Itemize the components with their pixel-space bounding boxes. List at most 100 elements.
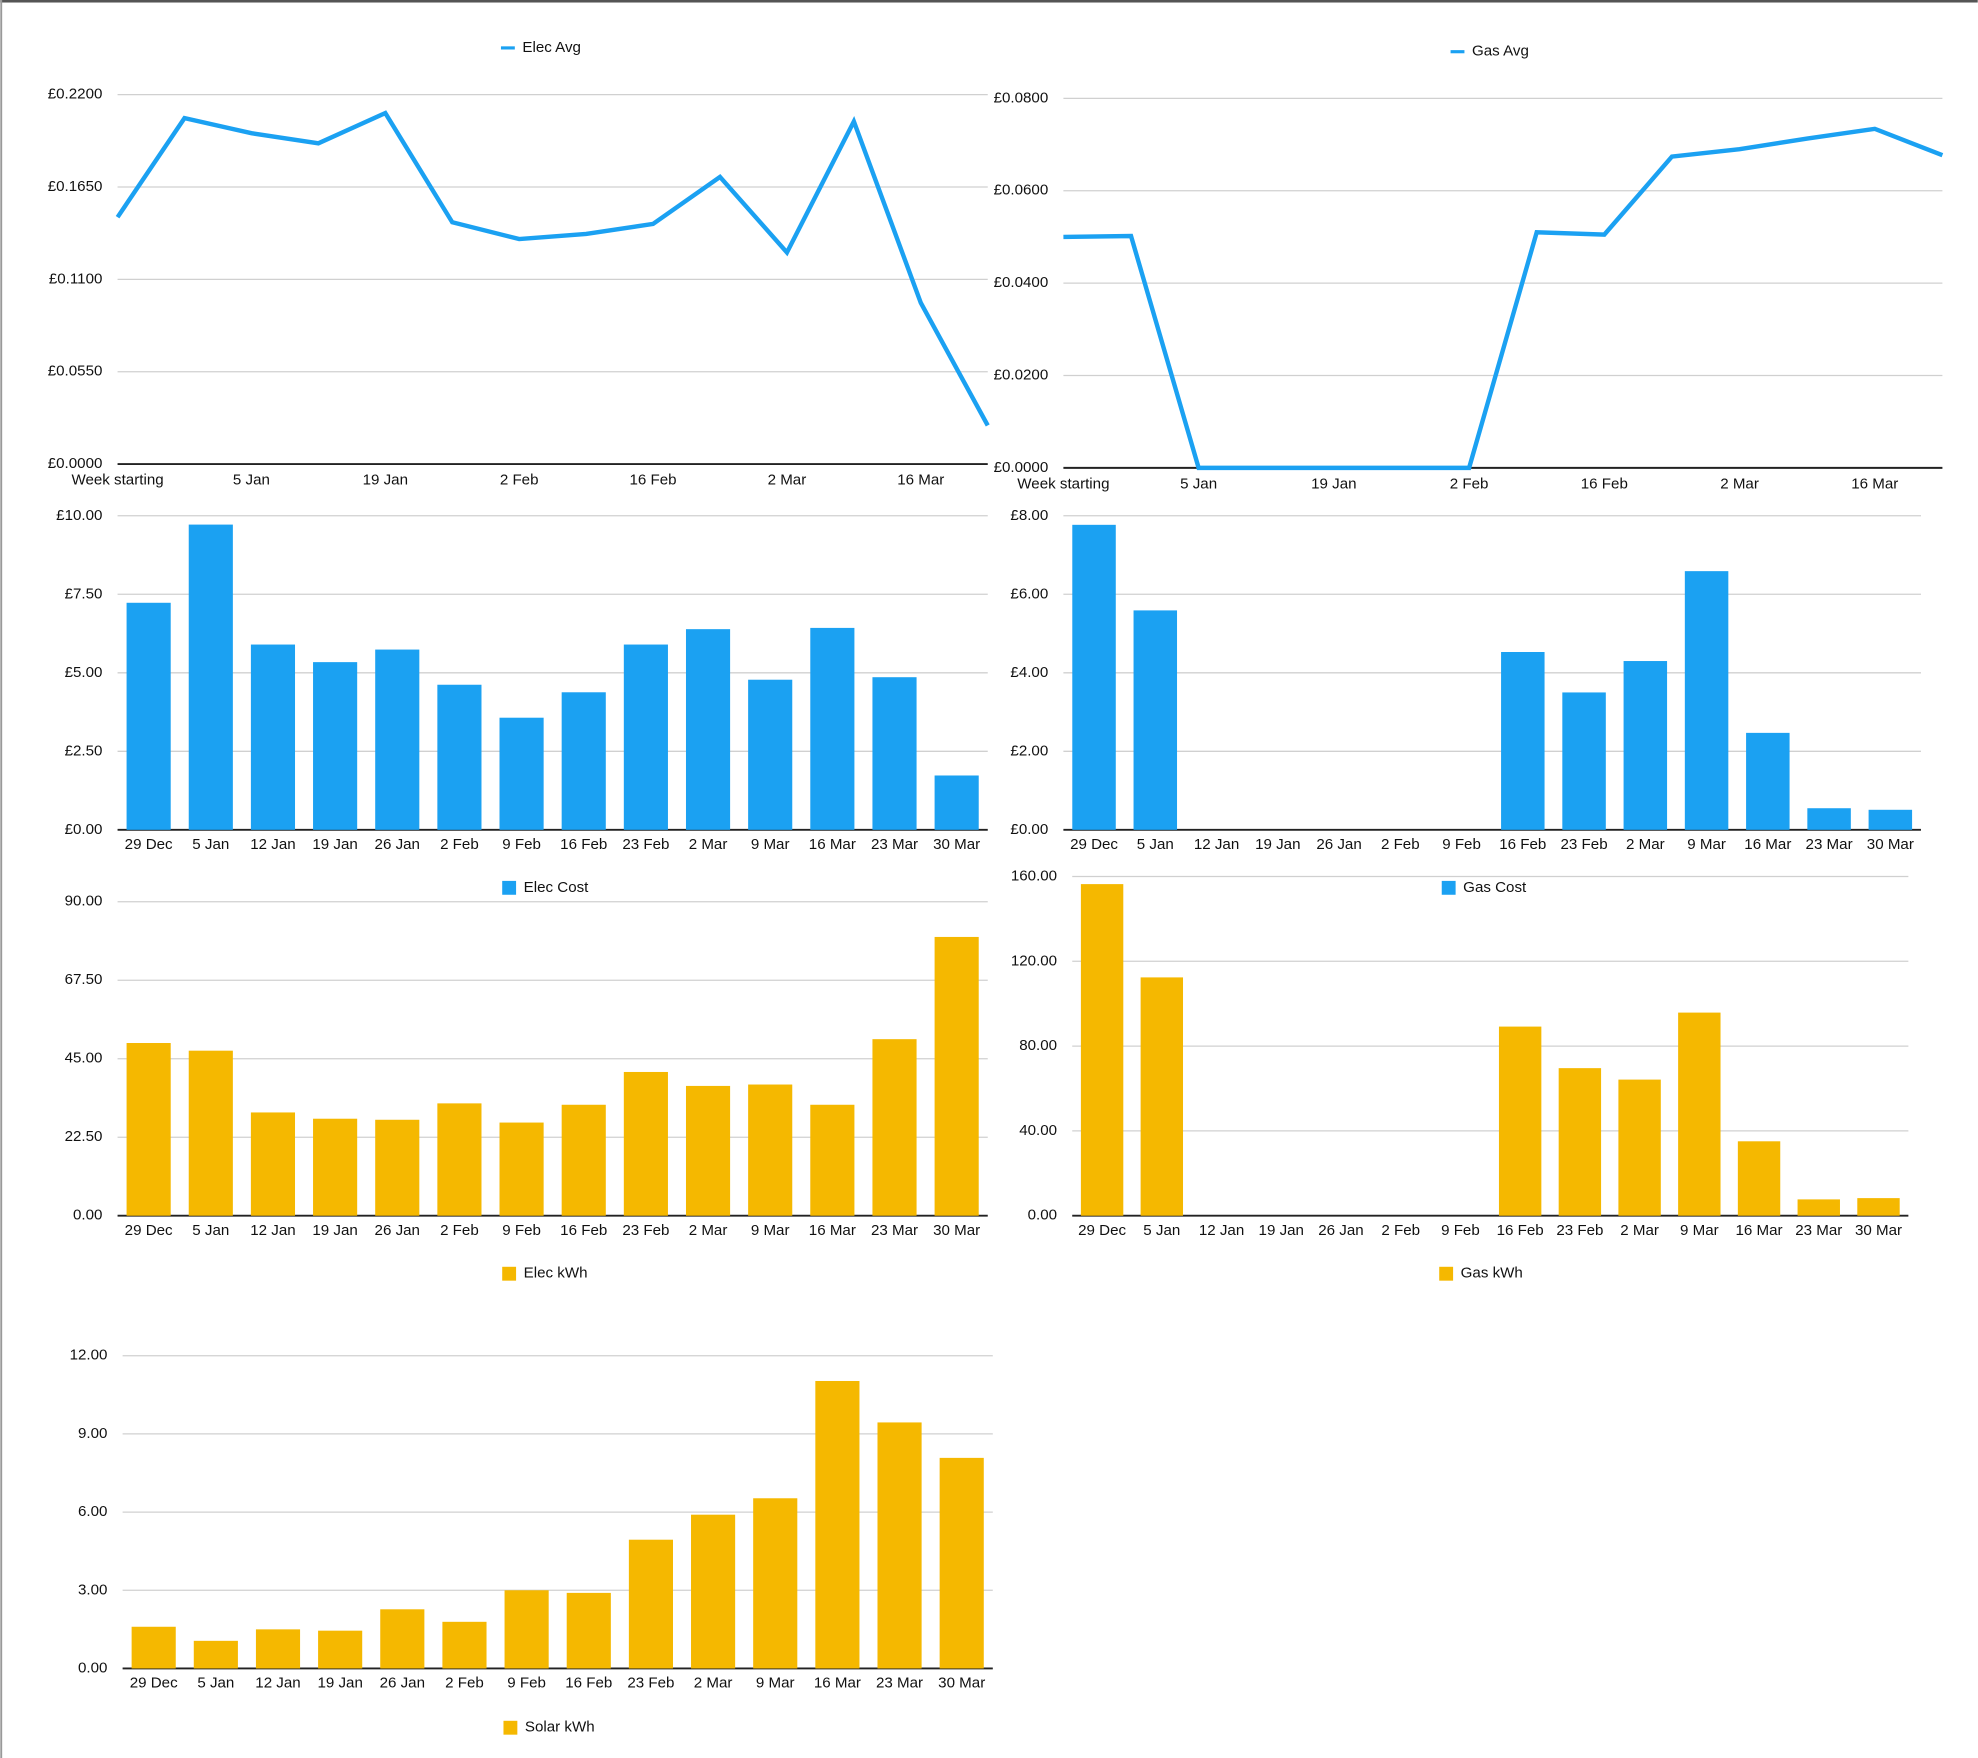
x-tick-label: 9 Feb [502, 1222, 541, 1239]
bar [939, 1457, 984, 1669]
bar [566, 1592, 611, 1669]
bar [810, 627, 855, 830]
x-tick-label: 2 Feb [1381, 1222, 1420, 1239]
x-tick-label: 9 Mar [751, 1222, 790, 1239]
bar [250, 1112, 296, 1216]
y-tick-label: £5.00 [65, 664, 103, 681]
bar [685, 1085, 731, 1216]
x-tick-label: 2 Feb [500, 471, 539, 488]
y-tick-label: £0.0600 [994, 182, 1049, 199]
y-tick-label: £2.00 [1010, 742, 1048, 759]
bar [188, 524, 233, 830]
bar [753, 1498, 798, 1669]
x-tick-label: 16 Feb [560, 1222, 607, 1239]
bar [1133, 610, 1178, 830]
x-tick-label: 19 Jan [312, 836, 357, 853]
bar [623, 644, 668, 830]
x-tick-label: 29 Dec [1070, 836, 1118, 853]
x-tick-label: 9 Mar [1680, 1222, 1719, 1239]
x-tick-label: 23 Mar [871, 1222, 918, 1239]
bar [126, 602, 171, 830]
x-tick-label: 19 Jan [317, 1675, 362, 1692]
x-tick-label: 19 Jan [1255, 836, 1300, 853]
x-tick-label: 29 Dec [125, 836, 173, 853]
legend-label: Gas kWh [1461, 1265, 1523, 1282]
x-tick-label: 29 Dec [130, 1675, 178, 1692]
bar [375, 1119, 420, 1216]
x-tick-label: 26 Jan [380, 1675, 425, 1692]
x-tick-label: 5 Jan [233, 471, 270, 488]
x-tick-label: 2 Mar [689, 1222, 728, 1239]
y-tick-label: £0.00 [1010, 821, 1048, 838]
x-tick-label: 19 Jan [312, 1222, 357, 1239]
bar [193, 1640, 238, 1669]
x-tick-label: 30 Mar [938, 1675, 985, 1692]
x-tick-label: 23 Feb [1556, 1222, 1603, 1239]
bar [815, 1380, 860, 1669]
x-tick-label: 23 Feb [627, 1675, 674, 1692]
y-tick-label: 22.50 [65, 1128, 103, 1145]
bar [1737, 1141, 1781, 1216]
bar [1140, 977, 1184, 1216]
x-tick-label: 9 Feb [1441, 1222, 1480, 1239]
x-tick-label: 29 Dec [1078, 1222, 1126, 1239]
x-tick-label: 5 Jan [192, 1222, 229, 1239]
bar [1684, 571, 1729, 830]
bar [1678, 1012, 1721, 1216]
y-tick-label: 67.50 [65, 971, 103, 988]
x-tick-label: 2 Mar [1626, 836, 1665, 853]
bar [1501, 652, 1545, 830]
x-tick-label: 16 Mar [897, 471, 944, 488]
x-tick-label: 30 Mar [933, 1222, 980, 1239]
x-tick-label: 5 Jan [1137, 836, 1174, 853]
x-tick-label: 26 Jan [1318, 1222, 1363, 1239]
x-tick-label: Week starting [1017, 475, 1109, 492]
bar [437, 684, 482, 830]
legend-label: Elec Cost [524, 879, 590, 896]
y-tick-label: 9.00 [78, 1425, 107, 1442]
y-tick-label: £0.1100 [49, 270, 103, 287]
x-tick-label: 16 Mar [1736, 1222, 1783, 1239]
bar [380, 1609, 425, 1669]
x-tick-label: 23 Feb [1561, 836, 1608, 853]
y-tick-label: £6.00 [1010, 585, 1048, 602]
y-tick-label: £0.0550 [48, 363, 103, 380]
bar [810, 1104, 855, 1216]
bar [872, 1039, 917, 1216]
bar [313, 662, 358, 830]
bar [1797, 1199, 1840, 1216]
x-tick-label: 23 Mar [871, 836, 918, 853]
legend-label: Solar kWh [525, 1719, 595, 1736]
y-tick-label: £0.0800 [994, 89, 1049, 106]
x-tick-label: 16 Feb [1497, 1222, 1544, 1239]
x-tick-label: 29 Dec [125, 1222, 173, 1239]
bar [691, 1514, 736, 1669]
line-series [1063, 126, 1944, 471]
x-tick-label: 9 Mar [756, 1675, 795, 1692]
bar [437, 1103, 482, 1216]
x-tick-label: 16 Mar [809, 836, 856, 853]
y-tick-label: 0.00 [78, 1659, 107, 1676]
legend-label: Elec Avg [522, 39, 581, 56]
x-tick-label: 26 Jan [375, 1222, 420, 1239]
bar [1618, 1079, 1661, 1216]
x-tick-label: 5 Jan [197, 1675, 234, 1692]
x-tick-label: 26 Jan [1316, 836, 1361, 853]
bar [255, 1629, 301, 1669]
bar [934, 936, 979, 1216]
x-tick-label: 16 Mar [814, 1675, 861, 1692]
bar [685, 629, 731, 830]
bar [131, 1626, 176, 1669]
y-tick-label: 3.00 [78, 1581, 107, 1598]
bar [1623, 661, 1668, 830]
x-tick-label: 12 Jan [255, 1675, 300, 1692]
x-tick-label: 16 Mar [1851, 475, 1898, 492]
bar [1868, 809, 1913, 830]
bar [628, 1539, 673, 1669]
y-tick-label: £0.00 [65, 821, 103, 838]
x-tick-label: 16 Feb [630, 471, 677, 488]
bar [748, 1084, 793, 1216]
y-tick-label: £0.1650 [48, 178, 103, 195]
x-tick-label: 16 Feb [565, 1675, 612, 1692]
bar [504, 1590, 549, 1669]
